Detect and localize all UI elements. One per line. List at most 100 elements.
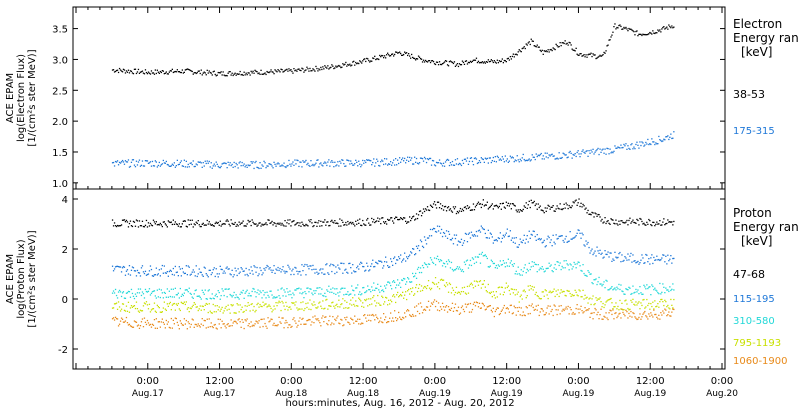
electron-data-point (164, 72, 166, 74)
proton-data-point (500, 286, 502, 288)
proton-data-point (458, 241, 461, 243)
electron-data-point (372, 57, 374, 59)
proton-data-point (451, 211, 454, 213)
proton-data-point (239, 293, 241, 295)
proton-data-point (517, 291, 519, 293)
proton-data-point (357, 318, 359, 320)
proton-data-point (233, 291, 235, 294)
electron-data-point (177, 71, 179, 73)
proton-data-point (328, 285, 330, 287)
electron-data-point (593, 54, 595, 56)
proton-data-point (349, 323, 351, 325)
proton-data-point (229, 312, 231, 314)
proton-data-point (609, 309, 611, 311)
proton-ytick-label: 2 (62, 245, 68, 256)
proton-data-point (414, 254, 416, 256)
proton-data-point (237, 319, 239, 321)
proton-data-point (316, 225, 318, 227)
proton-data-point (462, 242, 465, 244)
proton-data-point (285, 295, 287, 297)
proton-data-point (638, 224, 640, 226)
electron-data-point (184, 166, 186, 168)
proton-data-point (249, 220, 251, 222)
proton-data-point (548, 236, 550, 239)
proton-data-point (539, 311, 541, 313)
electron-data-point (157, 164, 159, 167)
proton-data-point (266, 224, 268, 226)
proton-data-point (150, 326, 153, 328)
proton-data-point (200, 225, 202, 228)
electron-data-point (111, 69, 114, 71)
electron-data-point (416, 58, 419, 60)
proton-data-point (347, 291, 349, 293)
electron-data-point (380, 161, 382, 163)
proton-data-point (437, 302, 440, 304)
electron-data-point (275, 165, 277, 167)
proton-data-point (425, 209, 428, 211)
proton-data-point (250, 295, 252, 297)
proton-data-point (498, 265, 500, 267)
electron-data-point (568, 151, 570, 154)
proton-data-point (508, 205, 510, 207)
proton-data-point (558, 264, 560, 267)
proton-data-point (274, 272, 276, 274)
proton-data-point (247, 219, 249, 222)
electron-data-point (398, 52, 400, 54)
electron-data-point (321, 164, 323, 166)
proton-data-point (232, 276, 234, 278)
proton-data-point (586, 275, 588, 277)
electron-data-point (425, 60, 428, 63)
electron-data-point (251, 72, 253, 74)
electron-data-point (384, 158, 386, 160)
electron-data-point (636, 30, 638, 32)
electron-data-point (455, 163, 458, 165)
proton-data-point (266, 264, 268, 267)
proton-data-point (490, 204, 492, 207)
proton-data-point (255, 320, 257, 322)
electron-data-point (355, 61, 357, 64)
electron-data-point (288, 68, 290, 70)
proton-data-point (321, 317, 323, 319)
proton-data-point (298, 271, 300, 273)
proton-data-point (185, 319, 187, 322)
electron-data-point (611, 34, 613, 36)
electron-data-point (508, 59, 510, 61)
proton-data-point (600, 301, 602, 303)
electron-data-point (600, 55, 602, 57)
proton-data-point (222, 312, 224, 314)
proton-data-point (427, 237, 430, 239)
proton-data-point (250, 321, 252, 323)
proton-data-point (600, 283, 602, 285)
proton-data-point (155, 267, 157, 269)
proton-data-point (440, 228, 443, 231)
proton-data-point (159, 222, 161, 225)
electron-data-point (623, 26, 625, 29)
electron-data-point (114, 160, 117, 163)
electron-data-point (216, 74, 218, 76)
proton-data-point (239, 223, 241, 226)
proton-data-point (140, 321, 143, 323)
proton-data-point (254, 223, 256, 225)
proton-data-point (540, 209, 542, 211)
electron-data-point (586, 150, 588, 152)
proton-data-point (157, 321, 159, 323)
proton-data-point (329, 305, 331, 307)
proton-data-point (281, 269, 283, 271)
proton-data-point (450, 239, 453, 241)
proton-data-point (139, 225, 142, 227)
proton-data-point (203, 309, 205, 311)
proton-data-point (335, 222, 337, 224)
proton-data-point (172, 319, 174, 321)
proton-data-point (225, 288, 227, 290)
electron-data-point (199, 72, 201, 75)
proton-data-point (284, 272, 286, 274)
proton-data-point (271, 294, 273, 296)
proton-data-point (148, 324, 151, 326)
proton-data-point (413, 315, 415, 317)
proton-data-point (534, 204, 536, 207)
proton-data-point (218, 323, 220, 325)
proton-data-point (336, 288, 338, 290)
proton-data-point (337, 306, 339, 308)
proton-data-point (432, 301, 435, 303)
proton-data-point (254, 266, 256, 268)
